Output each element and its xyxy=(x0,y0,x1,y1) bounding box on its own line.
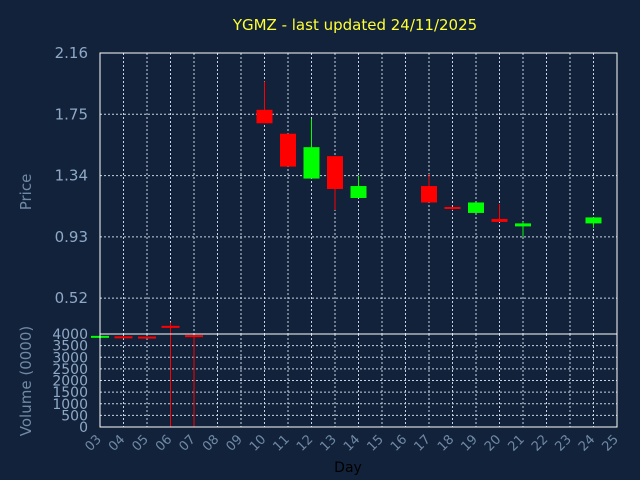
day-tick-11: 11 xyxy=(271,432,293,454)
day-tick-18: 18 xyxy=(435,432,457,454)
volume-bar-04 xyxy=(114,336,133,339)
volume-axis-label: Volume (0000) xyxy=(17,326,35,436)
candle-body-20 xyxy=(491,218,508,222)
candle-body-10 xyxy=(256,109,273,124)
volume-tick-500: 500 xyxy=(61,408,88,424)
day-tick-20: 20 xyxy=(482,432,504,454)
y-axis-label: Price xyxy=(17,174,35,211)
price-tick-2.16: 2.16 xyxy=(55,44,88,62)
day-tick-23: 23 xyxy=(553,432,575,454)
day-tick-17: 17 xyxy=(412,432,434,454)
volume-bar-06 xyxy=(161,325,180,328)
volume-tick-2500: 2500 xyxy=(52,362,88,378)
day-tick-08: 08 xyxy=(200,432,222,454)
volume-tick-0: 0 xyxy=(79,420,88,436)
day-tick-04: 04 xyxy=(106,432,128,454)
day-tick-13: 13 xyxy=(318,432,340,454)
day-tick-19: 19 xyxy=(459,432,481,454)
volume-tick-1000: 1000 xyxy=(52,397,88,413)
price-candles xyxy=(256,81,602,237)
volume-tick-2000: 2000 xyxy=(52,374,88,390)
volume-grid xyxy=(99,333,618,428)
day-tick-14: 14 xyxy=(341,432,363,454)
day-tick-16: 16 xyxy=(388,432,410,454)
volume-tick-3000: 3000 xyxy=(52,350,88,366)
price-tick-labels: 2.16 1.75 1.34 0.93 0.52 xyxy=(55,44,88,307)
price-grid xyxy=(99,52,618,334)
candle-body-12 xyxy=(303,147,320,179)
price-tick-1.34: 1.34 xyxy=(55,167,88,185)
chart-title: YGMZ - last updated 24/11/2025 xyxy=(232,16,477,34)
day-tick-15: 15 xyxy=(365,432,387,454)
day-tick-22: 22 xyxy=(529,432,551,454)
price-tick-0.52: 0.52 xyxy=(55,289,88,307)
volume-tick-4000: 4000 xyxy=(52,327,88,343)
candle-body-14 xyxy=(350,186,367,198)
volume-tick-1500: 1500 xyxy=(52,385,88,401)
day-tick-labels: 03 04 05 06 07 08 09 10 11 12 13 14 15 16 17 18 19 20 21 22… xyxy=(83,432,622,454)
day-tick-10: 10 xyxy=(247,432,269,454)
day-tick-25: 25 xyxy=(600,432,622,454)
day-tick-05: 05 xyxy=(130,432,152,454)
candle-body-17 xyxy=(421,186,437,203)
candle-body-11 xyxy=(280,133,296,167)
day-tick-06: 06 xyxy=(153,432,175,454)
candle-body-24 xyxy=(585,217,602,224)
candle-body-13 xyxy=(327,156,343,190)
candle-body-21 xyxy=(515,223,531,227)
day-tick-12: 12 xyxy=(294,432,316,454)
x-axis-label: Day xyxy=(334,460,362,476)
volume-bar-05 xyxy=(138,336,156,339)
volume-bar-07 xyxy=(185,335,203,338)
volume-panel-frame xyxy=(99,333,618,428)
volume-tick-3500: 3500 xyxy=(52,339,88,355)
candle-body-19 xyxy=(468,202,484,213)
day-tick-24: 24 xyxy=(576,432,598,454)
candle-body-18 xyxy=(444,206,461,209)
day-tick-21: 21 xyxy=(506,432,528,454)
day-tick-09: 09 xyxy=(224,432,246,454)
price-tick-0.93: 0.93 xyxy=(55,228,88,246)
day-tick-07: 07 xyxy=(177,432,199,454)
price-tick-1.75: 1.75 xyxy=(55,105,88,123)
